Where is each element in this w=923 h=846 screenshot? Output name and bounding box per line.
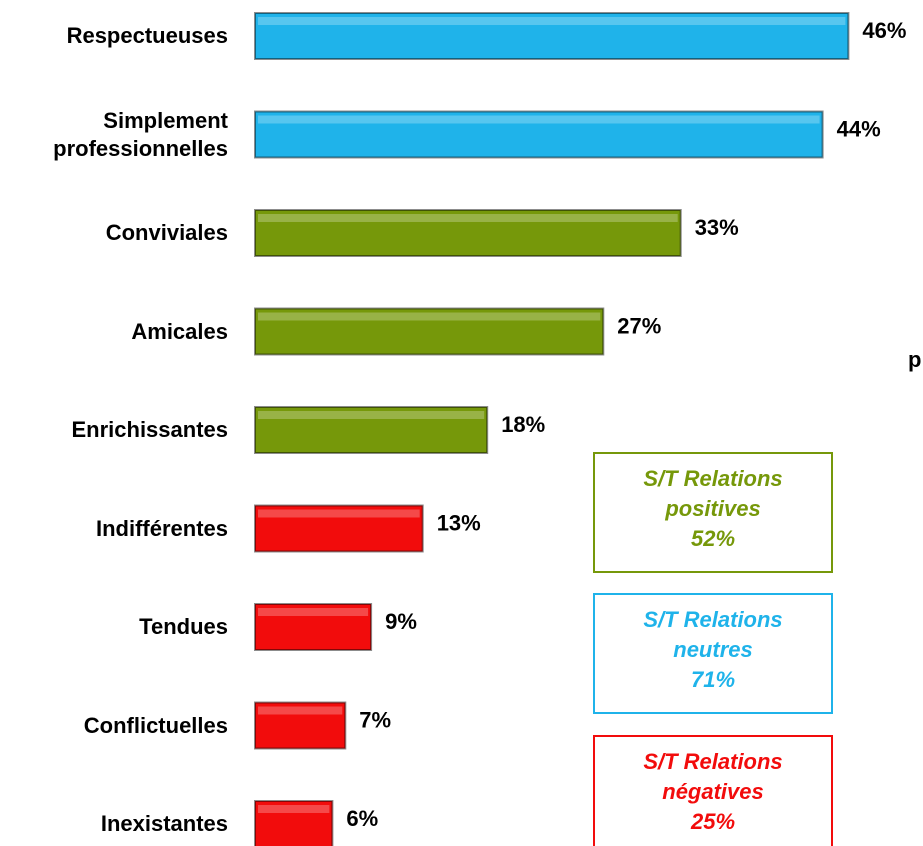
value-label: 9% <box>385 609 417 634</box>
bar <box>254 12 850 60</box>
bar <box>254 110 824 159</box>
annotation-box: S/T Relations neutres 71% <box>593 593 833 714</box>
bar-highlight <box>258 805 330 813</box>
annotation-box: S/T Relations négatives 25% <box>593 735 833 846</box>
category-label: Amicales <box>131 318 228 344</box>
value-label: 27% <box>617 313 661 338</box>
category-label: Respectueuses <box>66 23 228 48</box>
bar <box>254 701 347 750</box>
value-label: 46% <box>862 18 906 43</box>
category-label: Tendues <box>139 614 228 639</box>
bar-highlight <box>258 411 485 419</box>
bar-highlight <box>258 115 820 124</box>
bar <box>254 603 373 651</box>
annotation-box: S/T Relations positives 52% <box>593 452 833 573</box>
category-label: Conviviales <box>105 220 228 245</box>
bar <box>254 504 424 553</box>
value-label: 13% <box>437 510 481 535</box>
category-label: Indifférentes <box>95 515 228 541</box>
bar-highlight <box>258 706 343 715</box>
bar-highlight <box>258 312 601 321</box>
bar-highlight <box>258 608 369 616</box>
category-label: Conflictuelles <box>83 712 228 738</box>
value-label: 18% <box>501 412 545 437</box>
bar <box>254 800 334 846</box>
category-label: Enrichissantes <box>71 417 228 442</box>
bar-highlight <box>258 509 420 518</box>
category-label: Simplement professionnelles <box>53 107 228 161</box>
value-label: 33% <box>695 215 739 240</box>
bar-highlight <box>258 17 846 25</box>
annotation-text: p <box>908 347 922 372</box>
bar <box>254 209 682 257</box>
bar-highlight <box>258 214 678 222</box>
value-label: 44% <box>837 116 881 141</box>
bar <box>254 307 605 356</box>
category-label: Inexistantes <box>100 811 228 836</box>
value-label: 7% <box>359 707 391 732</box>
bar <box>254 406 489 454</box>
value-label: 6% <box>346 806 378 831</box>
